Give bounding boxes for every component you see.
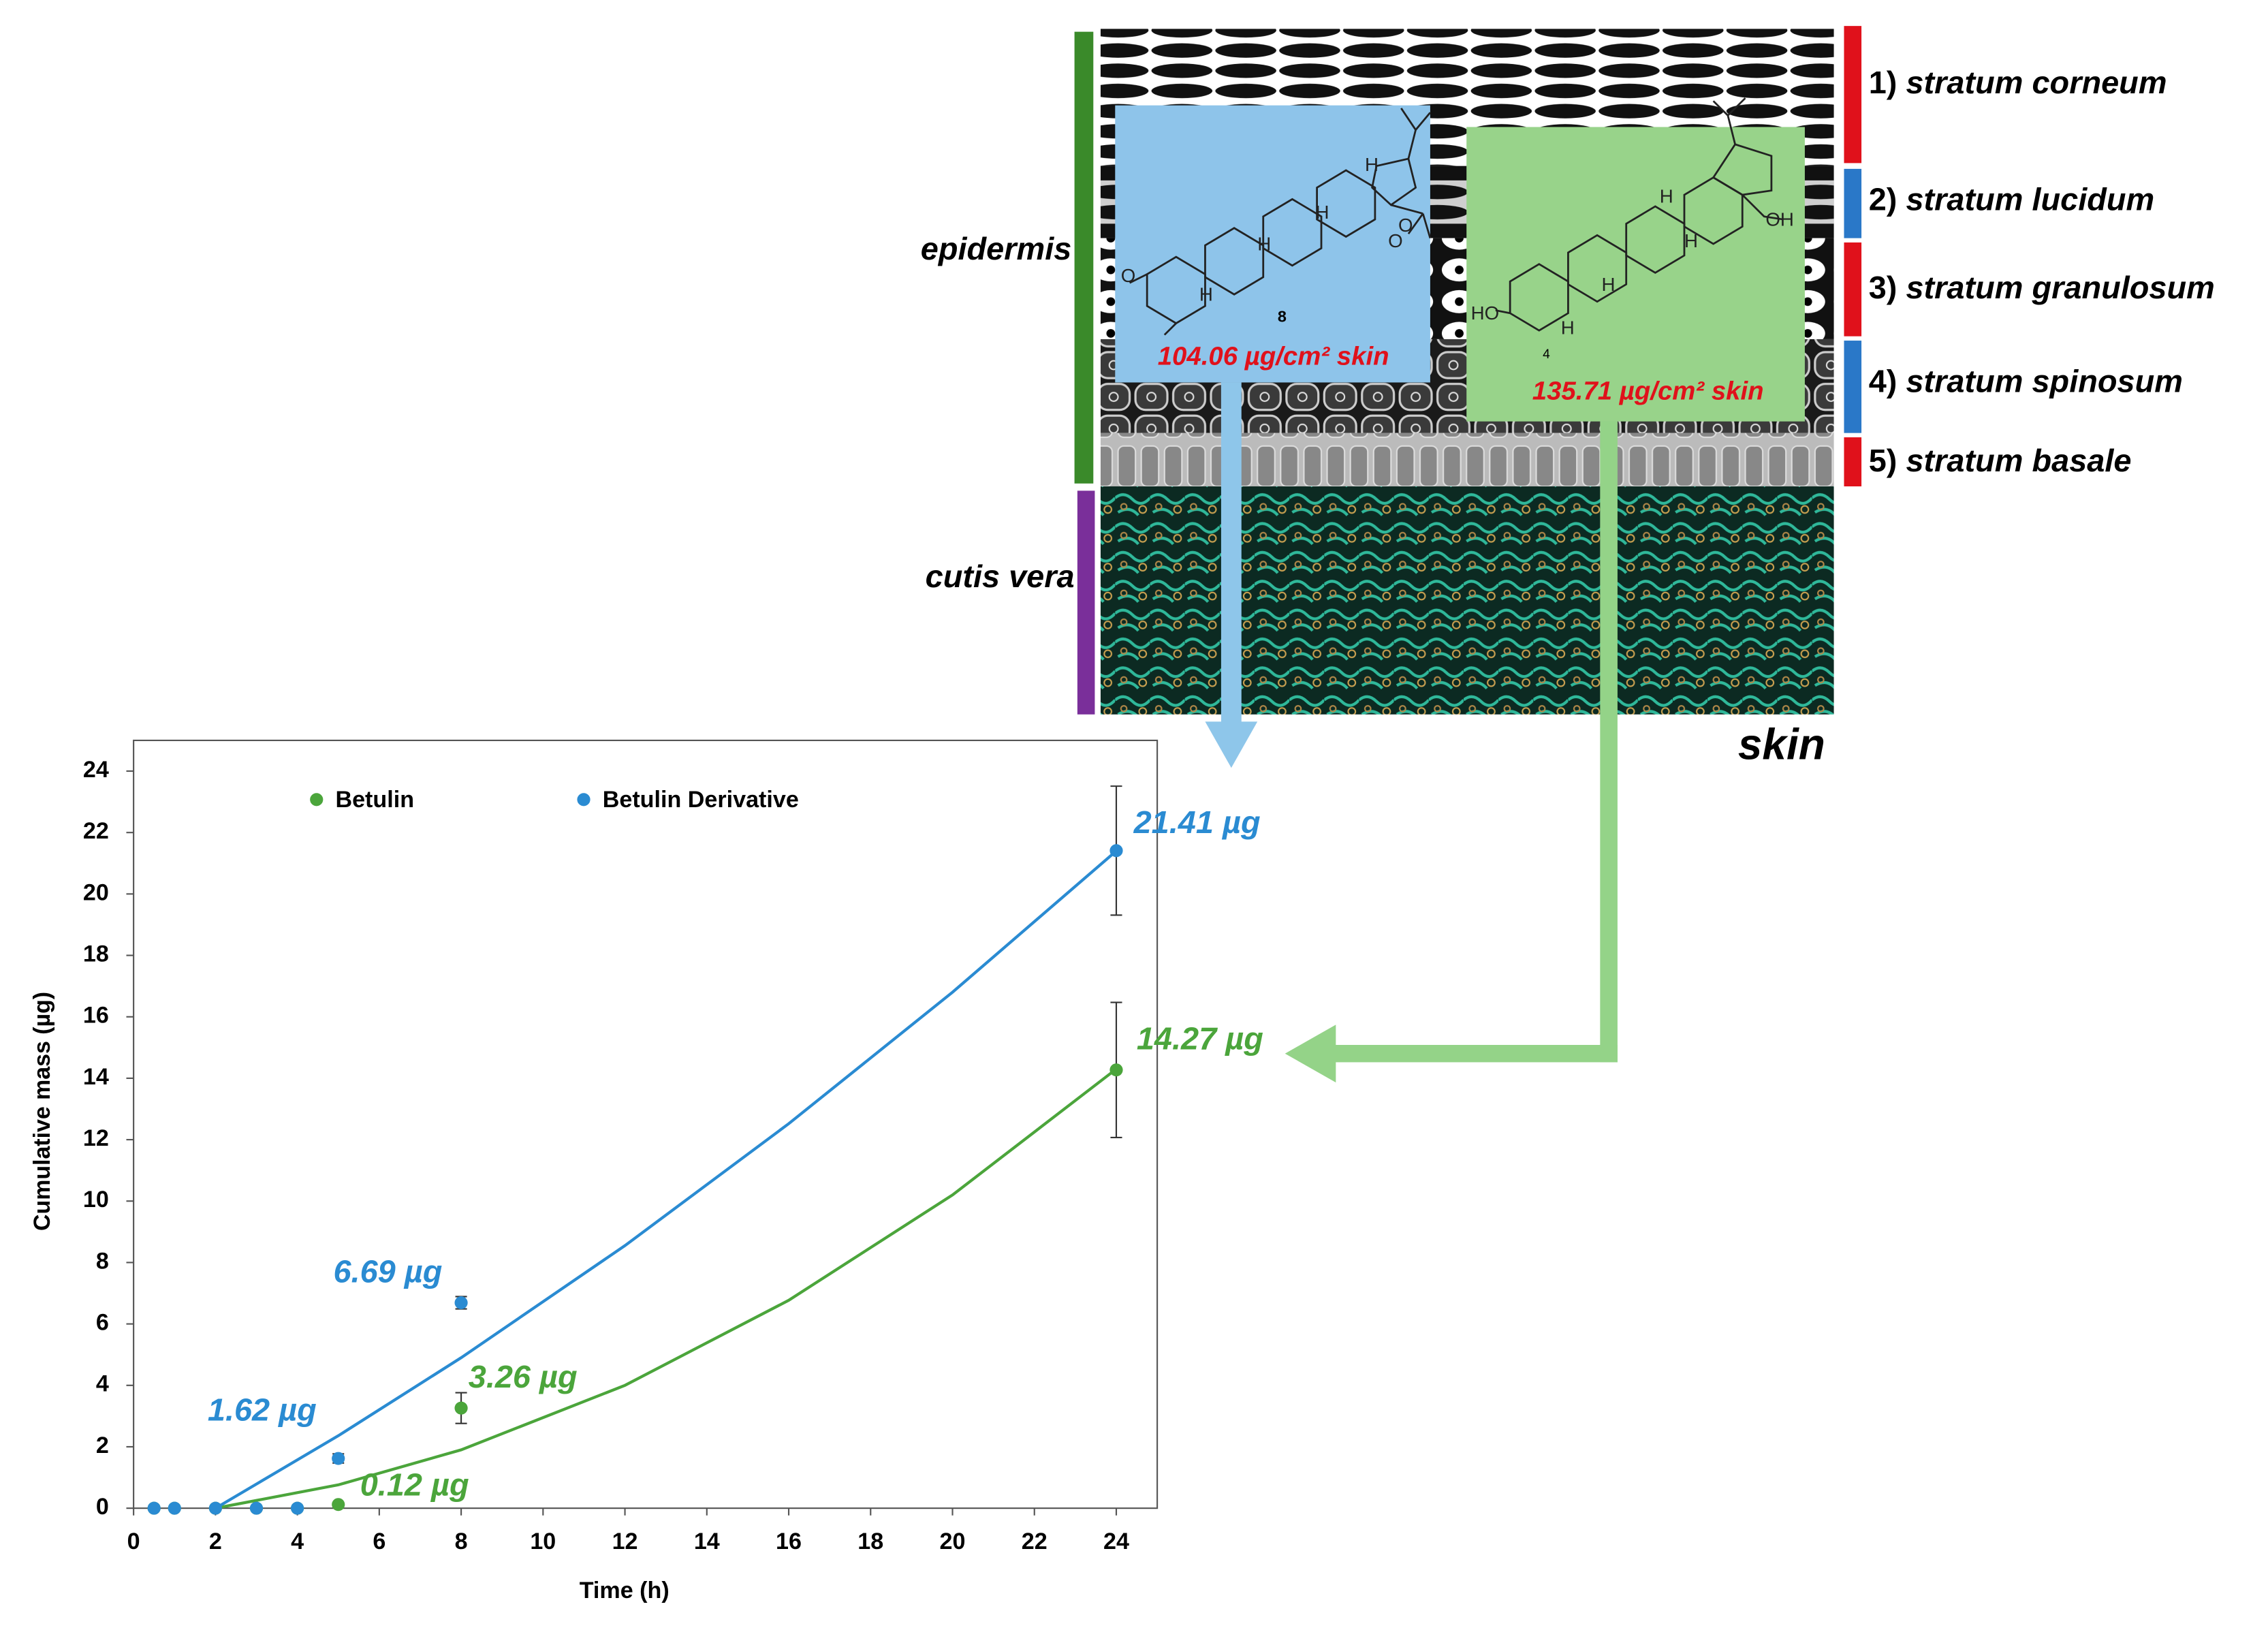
atom-label: O [1388,230,1403,251]
y-tick-label: 18 [83,941,109,967]
layer-label: 5) stratum basale [1869,443,2132,479]
y-tick-label: 10 [83,1187,109,1212]
y-tick-label: 0 [96,1494,109,1520]
layer-label: 3) stratum granulosum [1869,270,2215,305]
data-point [147,1501,161,1515]
y-tick-label: 16 [83,1003,109,1029]
compound-amount: 135.71 µg/cm² skin [1532,376,1764,405]
arrow [1205,382,1258,768]
data-point [1109,1063,1123,1077]
atom-label: H [1601,274,1615,295]
x-tick-label: 8 [455,1529,468,1554]
layer-number: 1) [1869,65,1897,100]
legend-marker [577,793,590,807]
y-tick-label: 8 [96,1248,109,1274]
y-tick-label: 4 [96,1371,109,1397]
data-point [332,1452,345,1465]
data-label: 14.27 µg [1137,1021,1263,1056]
compound-amount: 104.06 µg/cm² skin [1158,342,1389,371]
data-label: 6.69 µg [333,1254,442,1289]
data-point [208,1501,222,1515]
atom-label: O [1398,215,1413,236]
plot-area [133,739,1159,1509]
data-label: 3.26 µg [469,1359,578,1394]
y-tick-label: 2 [96,1433,109,1458]
x-axis-title: Time (h) [580,1578,670,1603]
y-tick-label: 14 [83,1064,109,1090]
x-tick-label: 4 [291,1529,304,1554]
x-tick-label: 14 [694,1529,720,1554]
legend-label: Betulin Derivative [603,787,799,813]
data-point [249,1501,264,1515]
x-tick-label: 16 [776,1529,802,1554]
y-tick-label: 12 [83,1125,109,1151]
layer-name: stratum basale [1906,443,2131,479]
compound-number: 4 [1543,347,1550,362]
compound-box: O H H H H O O 8 104.06 µg/cm² skin [1115,105,1432,383]
x-tick-label: 2 [209,1529,222,1554]
atom-label: H [1315,202,1329,223]
y-tick-label: 22 [83,818,109,844]
atom-label: H [1199,284,1213,305]
layer-bars [1844,26,1862,487]
atom-label: H [1257,234,1271,255]
layer-number: 4) [1869,364,1897,399]
atom-label: H [1660,186,1673,207]
layer-label: 4) stratum spinosum [1869,364,2183,399]
x-tick-label: 22 [1022,1529,1048,1554]
data-point [454,1401,468,1415]
layer-name: stratum granulosum [1906,270,2214,305]
data-point [332,1498,345,1512]
atom-label: H [1365,154,1379,175]
data-point [168,1501,181,1515]
x-tick-label: 20 [940,1529,966,1554]
layer-number: 5) [1869,443,1897,479]
layer-label: 1) stratum corneum [1869,65,2167,100]
trend-line [215,1067,1118,1510]
data-point [454,1296,468,1310]
region-label: cutis vera [926,559,1075,594]
atom-label: O [1121,265,1136,286]
y-tick-label: 20 [83,879,109,905]
legend-marker [310,793,324,807]
y-tick-label: 24 [83,757,109,783]
arrow [1285,418,1618,1083]
x-tick-label: 0 [127,1529,140,1554]
layer-name: stratum spinosum [1906,364,2182,399]
x-tick-label: 18 [857,1529,883,1554]
x-tick-label: 6 [373,1529,385,1554]
x-tick-label: 12 [612,1529,638,1554]
y-tick-label: 6 [96,1310,109,1336]
data-point [291,1501,304,1515]
x-tick-label: 10 [530,1529,556,1554]
compound-number: 8 [1278,307,1287,325]
data-label: 0.12 µg [360,1467,469,1503]
layer-number: 3) [1869,270,1897,305]
data-label: 1.62 µg [208,1392,317,1428]
region-label: epidermis [921,231,1072,266]
skin-label: skin [1738,720,1825,769]
x-tick-label: 24 [1103,1529,1129,1554]
atom-label: H [1684,230,1698,251]
layer-label: 2) stratum lucidum [1869,182,2155,217]
atom-label: OH [1765,209,1794,230]
y-axis-title: Cumulative mass (µg) [29,992,55,1231]
trend-line [215,849,1118,1509]
cutis-bar [1077,490,1095,715]
atom-label: H [1561,317,1575,338]
atom-label: HO [1471,302,1500,324]
legend-label: Betulin [335,787,414,813]
layer-name: stratum corneum [1906,65,2167,100]
layer-name: stratum lucidum [1906,182,2154,217]
epidermis-bar [1074,31,1094,484]
data-label: 21.41 µg [1133,804,1261,840]
layer-number: 2) [1869,182,1897,217]
data-point [1109,844,1123,858]
compound-box: HO H H H H OH 4 135.71 µg/cm² skin [1466,97,1805,422]
